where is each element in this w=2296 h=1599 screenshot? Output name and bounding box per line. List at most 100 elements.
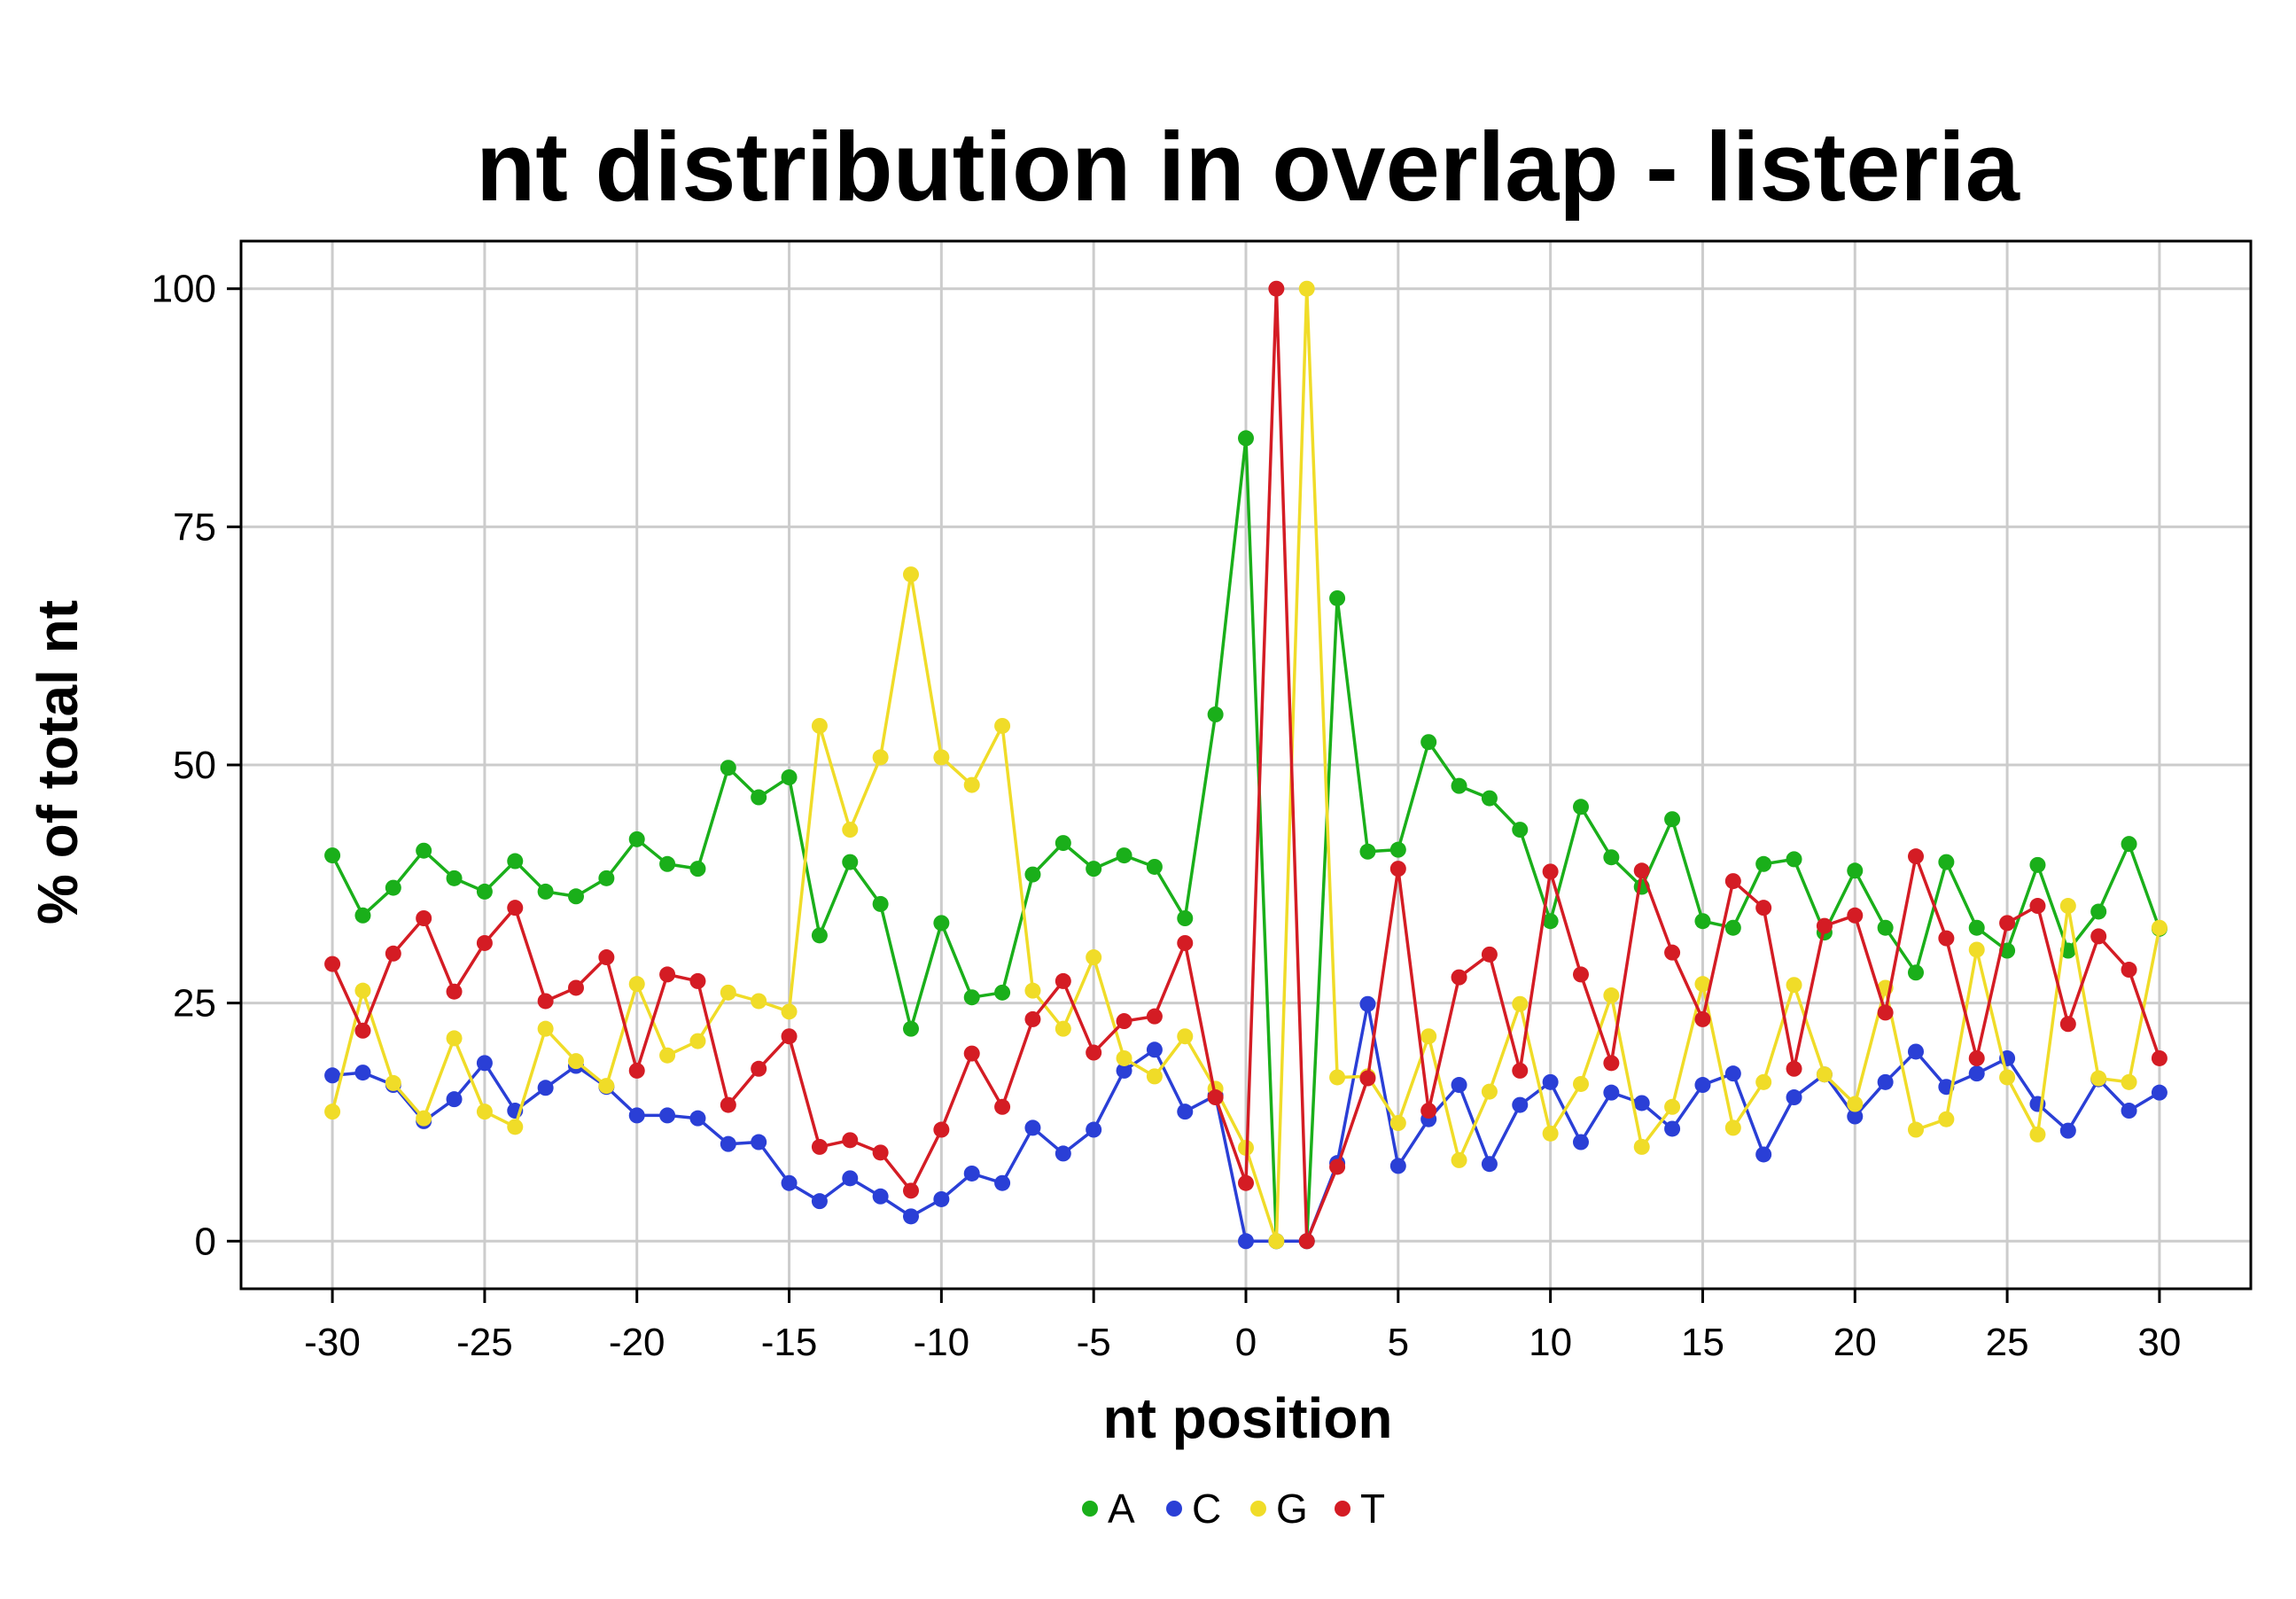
data-point-T	[1877, 1004, 1894, 1021]
x-tick-label: -25	[456, 1321, 513, 1364]
chart-title: nt distribution in overlap - listeria	[476, 113, 2020, 222]
data-point-G	[1481, 1083, 1498, 1100]
data-point-G	[1420, 1028, 1437, 1045]
data-point-T	[1664, 944, 1681, 961]
data-point-T	[568, 979, 584, 996]
data-point-A	[1968, 919, 1985, 936]
data-point-G	[2029, 1126, 2046, 1143]
data-point-A	[1938, 854, 1955, 870]
data-point-C	[842, 1170, 859, 1187]
data-point-T	[872, 1144, 889, 1161]
data-point-A	[811, 927, 828, 944]
data-point-T	[720, 1096, 736, 1113]
data-point-C	[537, 1080, 554, 1096]
data-point-T	[903, 1182, 919, 1199]
data-point-A	[689, 861, 706, 878]
data-point-A	[324, 847, 341, 864]
data-point-G	[1024, 982, 1041, 999]
data-point-T	[324, 956, 341, 972]
data-point-C	[781, 1174, 798, 1191]
data-point-C	[751, 1134, 767, 1150]
data-point-G	[933, 749, 950, 766]
data-point-T	[476, 934, 493, 951]
data-point-T	[1116, 1013, 1132, 1030]
data-point-A	[2090, 903, 2107, 920]
data-point-C	[1694, 1077, 1711, 1094]
data-point-T	[1633, 862, 1650, 879]
data-point-C	[933, 1190, 950, 1207]
data-point-T	[1512, 1062, 1529, 1079]
data-point-G	[385, 1074, 401, 1091]
data-point-G	[1298, 280, 1315, 297]
data-point-G	[568, 1053, 584, 1070]
data-point-G	[903, 566, 919, 583]
data-point-T	[2090, 928, 2107, 945]
data-point-C	[1389, 1158, 1406, 1174]
data-point-G	[1664, 1098, 1681, 1115]
data-point-C	[1542, 1073, 1559, 1090]
data-point-T	[781, 1028, 798, 1045]
data-point-A	[1420, 734, 1437, 751]
legend-label: T	[1360, 1486, 1385, 1532]
data-point-A	[1359, 843, 1376, 860]
data-point-T	[354, 1022, 371, 1039]
data-point-T	[1177, 934, 1194, 951]
data-point-C	[1512, 1096, 1529, 1113]
data-point-T	[1603, 1055, 1620, 1072]
data-point-A	[628, 831, 645, 847]
data-point-C	[1603, 1084, 1620, 1101]
data-point-G	[2090, 1070, 2107, 1087]
data-point-A	[598, 870, 615, 886]
data-point-G	[2121, 1073, 2137, 1090]
data-point-C	[659, 1107, 676, 1124]
x-tick-label: 30	[2137, 1321, 2181, 1364]
data-point-G	[781, 1003, 798, 1020]
data-point-C	[963, 1165, 980, 1182]
data-point-C	[1724, 1065, 1741, 1082]
data-point-G	[2151, 919, 2168, 936]
data-point-A	[1512, 822, 1529, 838]
data-point-T	[1055, 972, 1071, 989]
data-point-T	[598, 949, 615, 966]
data-point-G	[1055, 1020, 1071, 1037]
x-tick-label: 25	[1986, 1321, 2029, 1364]
data-point-G	[1724, 1119, 1741, 1136]
legend-item-C: C	[1166, 1486, 1221, 1532]
data-point-C	[1633, 1095, 1650, 1112]
data-point-A	[2029, 856, 2046, 873]
data-point-G	[1938, 1111, 1955, 1127]
data-point-A	[1664, 811, 1681, 828]
data-point-C	[446, 1091, 463, 1108]
data-point-C	[1359, 995, 1376, 1012]
data-point-T	[1694, 1010, 1711, 1027]
data-point-G	[1786, 977, 1802, 994]
data-point-T	[1542, 863, 1559, 880]
series-T	[324, 280, 2168, 1250]
data-point-C	[1238, 1233, 1254, 1250]
data-point-C	[2121, 1103, 2137, 1119]
data-point-A	[963, 989, 980, 1006]
data-point-A	[659, 855, 676, 872]
data-point-A	[720, 760, 736, 776]
legend-label: C	[1192, 1486, 1221, 1532]
data-point-G	[1116, 1049, 1132, 1066]
data-point-A	[1694, 913, 1711, 930]
data-point-C	[1116, 1062, 1132, 1079]
data-point-C	[1024, 1119, 1041, 1136]
data-point-C	[720, 1135, 736, 1152]
data-point-A	[1755, 855, 1772, 872]
data-point-G	[1451, 1151, 1467, 1168]
data-point-A	[781, 768, 798, 785]
data-point-T	[1024, 1010, 1041, 1027]
data-point-A	[903, 1020, 919, 1037]
data-point-T	[659, 966, 676, 983]
data-point-G	[598, 1078, 615, 1095]
data-point-T	[416, 910, 432, 927]
data-point-A	[1116, 847, 1132, 864]
data-point-G	[1633, 1138, 1650, 1155]
data-point-T	[1847, 907, 1864, 924]
x-axis-title: nt position	[1102, 1386, 1392, 1450]
series-layer	[324, 280, 2168, 1250]
